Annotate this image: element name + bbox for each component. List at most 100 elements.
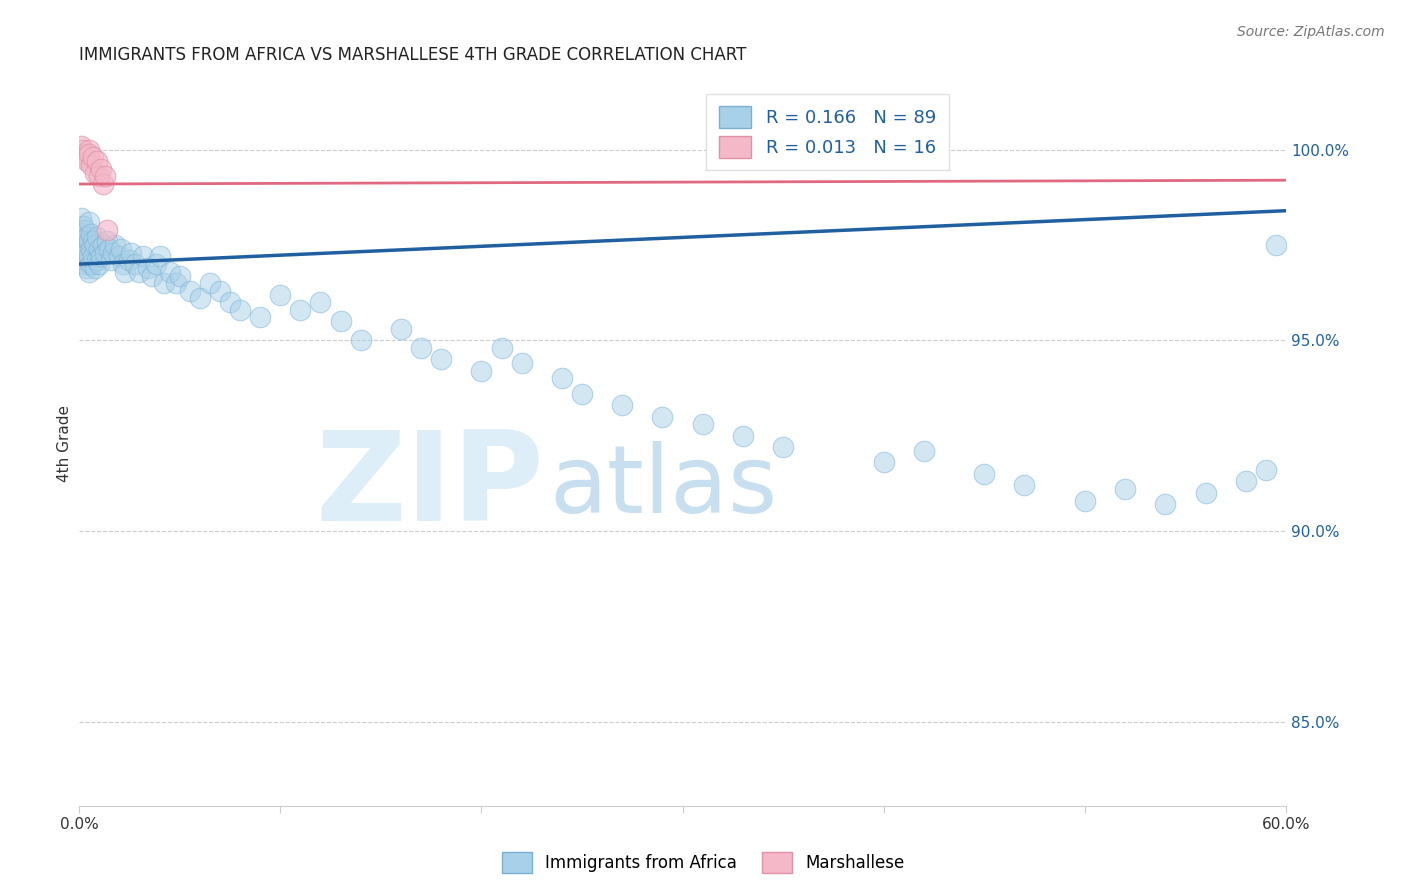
Point (94, 169, 117, 184)
Point (169, 268, 191, 283)
Point (104, 238, 127, 252)
Point (491, 341, 513, 355)
Point (350, 334, 373, 348)
Point (148, 250, 170, 264)
Point (290, 302, 312, 317)
Point (94, 245, 117, 260)
Point (76, 260, 98, 275)
Point (76, 230, 98, 244)
Point (77, 234, 100, 248)
Point (72, 234, 94, 248)
Point (1234, 475, 1257, 489)
Point (731, 428, 754, 442)
Point (98, 242, 121, 256)
Point (208, 284, 231, 298)
Point (80, 158, 103, 172)
Text: Source: ZipAtlas.com: Source: ZipAtlas.com (1237, 25, 1385, 39)
Point (72, 143, 94, 157)
Point (188, 292, 211, 306)
Point (1194, 486, 1216, 500)
Point (136, 260, 159, 275)
Point (1114, 482, 1136, 496)
Point (1264, 238, 1286, 252)
Point (249, 310, 271, 325)
Point (269, 287, 291, 301)
Point (75, 223, 97, 237)
Point (309, 295, 332, 310)
Text: IMMIGRANTS FROM AFRICA VS MARSHALLESE 4TH GRADE CORRELATION CHART: IMMIGRANTS FROM AFRICA VS MARSHALLESE 4T… (79, 46, 747, 64)
Point (89, 169, 111, 184)
Point (389, 322, 412, 336)
Point (571, 386, 593, 401)
Point (229, 302, 252, 317)
Point (70, 227, 93, 241)
Point (77, 215, 100, 229)
Point (75, 257, 97, 271)
Point (80, 227, 103, 241)
Point (100, 253, 122, 268)
Point (76, 154, 98, 169)
Text: atlas: atlas (550, 441, 778, 533)
Point (70, 211, 93, 226)
Point (873, 455, 896, 469)
Point (152, 276, 174, 290)
Point (72, 146, 94, 161)
Point (72, 253, 94, 268)
Point (1014, 478, 1036, 492)
Point (70, 238, 93, 252)
Point (165, 276, 187, 290)
Point (772, 440, 794, 454)
Point (103, 245, 125, 260)
Point (470, 364, 492, 378)
Point (108, 250, 131, 264)
Point (145, 257, 167, 271)
Point (76, 245, 98, 260)
Point (179, 284, 201, 298)
Point (80, 257, 103, 271)
Point (1154, 497, 1177, 511)
Point (96, 234, 118, 248)
Point (409, 341, 432, 355)
Point (973, 467, 995, 481)
Y-axis label: 4th Grade: 4th Grade (58, 405, 72, 482)
Point (70, 250, 93, 264)
Point (70, 139, 93, 153)
Point (118, 253, 141, 268)
Point (551, 371, 574, 385)
Point (80, 242, 103, 256)
Point (82, 150, 104, 164)
Point (72, 219, 94, 233)
Point (75, 242, 97, 256)
Point (124, 257, 146, 271)
Point (86, 230, 108, 244)
Point (114, 265, 136, 279)
Point (132, 250, 155, 264)
Point (159, 265, 181, 279)
Point (692, 417, 714, 432)
Point (86, 154, 108, 169)
Point (110, 242, 132, 256)
Point (329, 314, 352, 328)
Point (120, 245, 142, 260)
Point (82, 234, 104, 248)
Point (1074, 493, 1097, 508)
Text: ZIP: ZIP (315, 426, 544, 548)
Point (77, 265, 100, 279)
Point (90, 161, 112, 176)
Point (89, 242, 111, 256)
Point (86, 253, 108, 268)
Point (90, 250, 112, 264)
Point (91, 238, 114, 252)
Point (651, 409, 673, 424)
Point (198, 276, 221, 290)
Point (1254, 463, 1277, 477)
Point (75, 150, 97, 164)
Point (430, 352, 453, 367)
Point (128, 265, 150, 279)
Point (510, 356, 533, 370)
Point (89, 257, 111, 271)
Point (912, 444, 935, 458)
Point (612, 398, 634, 412)
Point (219, 295, 242, 310)
Point (77, 250, 100, 264)
